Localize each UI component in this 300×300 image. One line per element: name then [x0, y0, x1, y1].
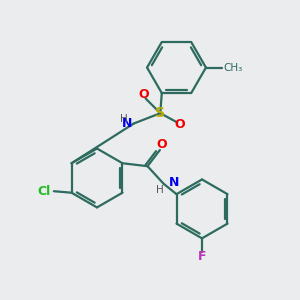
Text: O: O [175, 118, 185, 131]
Text: Cl: Cl [37, 185, 50, 198]
Text: F: F [198, 250, 206, 262]
Text: CH₃: CH₃ [224, 63, 243, 73]
Text: O: O [139, 88, 149, 101]
Text: H: H [156, 185, 164, 195]
Text: S: S [155, 106, 165, 120]
Text: N: N [122, 117, 132, 130]
Text: O: O [156, 138, 167, 151]
Text: H: H [120, 114, 128, 124]
Text: N: N [169, 176, 179, 189]
